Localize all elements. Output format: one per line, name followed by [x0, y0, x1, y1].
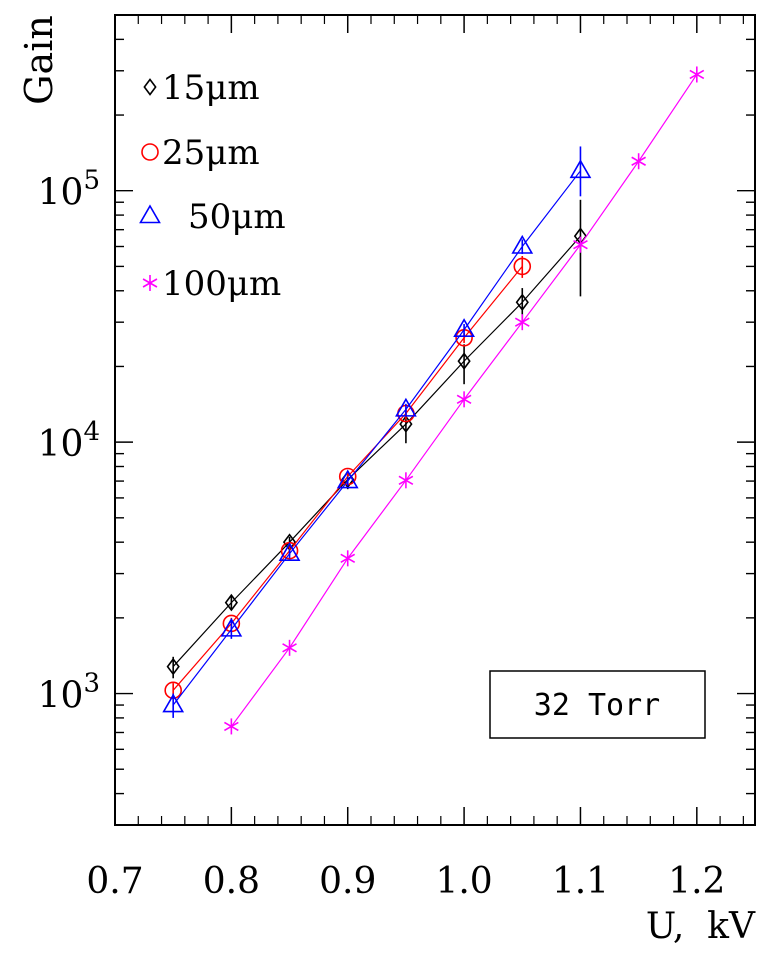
x-tick-label: 0.9 — [319, 861, 376, 902]
x-tick-label: 1.0 — [435, 861, 492, 902]
data-point — [398, 472, 414, 489]
data-point — [631, 153, 646, 170]
annotation-text: 32 Torr — [534, 688, 660, 723]
legend-label: 15μm — [162, 68, 260, 108]
data-point — [224, 593, 238, 612]
axis-ticks — [114, 14, 755, 826]
data-point — [162, 693, 185, 713]
legend-marker — [143, 78, 157, 96]
y-axis-label: Gain — [17, 15, 61, 105]
legend-marker — [141, 143, 159, 161]
data-point — [457, 352, 471, 370]
legend-label: 50μm — [188, 197, 286, 237]
y-tick-label: 104 — [38, 417, 100, 465]
annotation-box: 32 Torr — [489, 670, 706, 739]
plot-frame — [114, 14, 756, 826]
legend: 15μm 25μm 50μm 100μm — [139, 68, 286, 304]
series-3 — [224, 66, 705, 735]
x-axis-label: U, kV — [646, 906, 756, 947]
data-point — [514, 314, 530, 331]
data-point — [220, 617, 243, 637]
data-point — [395, 397, 417, 417]
series-line — [172, 235, 581, 667]
data-point — [282, 639, 297, 656]
series-layer — [162, 66, 705, 735]
data-point — [336, 469, 359, 489]
data-point — [166, 657, 180, 676]
legend-marker — [139, 204, 161, 224]
series-line — [172, 170, 581, 706]
data-point — [278, 542, 301, 561]
series-2 — [162, 146, 592, 718]
y-tick-label: 105 — [38, 166, 100, 214]
x-tick-label: 1.1 — [552, 861, 609, 902]
data-point — [453, 318, 475, 338]
legend-label: 100μm — [162, 264, 281, 304]
x-tick-label: 0.7 — [86, 861, 143, 902]
data-point — [224, 718, 239, 735]
x-tick-label: 1.2 — [668, 861, 725, 902]
data-point — [689, 66, 705, 83]
x-tick-label: 0.8 — [203, 861, 260, 902]
data-point — [515, 293, 529, 312]
data-point — [399, 415, 413, 433]
data-point — [340, 550, 356, 567]
data-point — [456, 391, 472, 408]
y-tick-label: 103 — [38, 669, 100, 717]
data-point — [513, 257, 532, 276]
annotation-frame — [489, 670, 706, 739]
legend-label: 25μm — [162, 133, 260, 173]
tick-labels: 0.7 0.8 0.9 1.0 1.1 1.2 103 104 105 — [38, 166, 726, 902]
legend-marker — [142, 275, 158, 291]
data-point — [573, 236, 588, 253]
data-point — [569, 159, 592, 179]
data-point — [511, 234, 534, 254]
